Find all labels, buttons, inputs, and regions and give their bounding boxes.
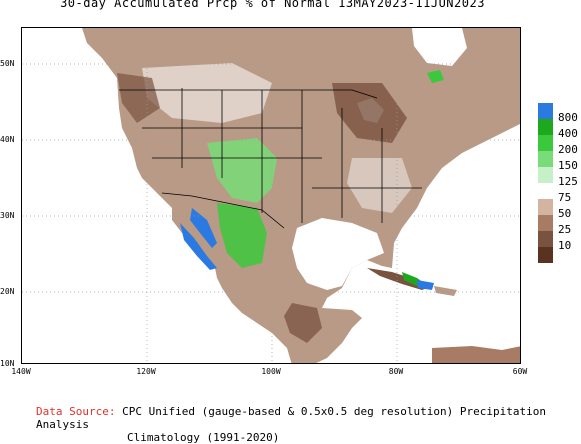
legend-swatch [538,199,553,215]
legend-swatch [538,103,553,119]
wet-region-mexico [217,203,267,268]
dry-region-central-america [284,303,322,343]
data-source-note: Data Source: CPC Unified (gauge-based & … [36,405,581,444]
lon-label-60w: 60W [512,367,528,376]
legend-label: 10 [558,239,572,252]
legend-swatch [538,135,553,151]
gulf-of-mexico [292,218,384,290]
hudson-bay [412,28,467,66]
source-line: Data Source: CPC Unified (gauge-based & … [36,405,581,431]
legend-swatch [538,167,553,183]
lat-label-40n: 40N [0,135,15,144]
map-canvas [22,28,520,363]
legend-swatch [538,183,553,199]
legend-label: 25 [558,223,572,236]
legend-swatch [538,151,553,167]
moist-region-plains [142,63,272,123]
lat-label-30n: 30N [0,211,15,220]
climatology-line: Climatology (1991-2020) [127,431,280,444]
legend-label: 400 [558,127,578,140]
legend-label: 200 [558,143,578,156]
legend-swatch [538,231,553,247]
boundaries [119,88,422,229]
source-label: Data Source: [36,405,116,418]
south-america-coast [432,346,520,363]
precipitation-map [21,27,521,364]
legend-label: 125 [558,175,578,188]
wet-region-canada [427,70,444,83]
map-title: 30-day Accumulated Prcp % of Normal 13MA… [60,0,485,10]
lat-label-20n: 20N [0,287,15,296]
legend-label: 50 [558,207,572,220]
dry-region-upper-midwest [332,83,407,143]
legend-swatch [538,247,553,263]
lon-label-100w: 100W [261,367,281,376]
lon-label-80w: 80W [388,367,404,376]
lat-label-10n: 10N [0,359,15,368]
dry-region-northwest [117,73,160,123]
hispaniola [434,286,457,296]
legend-label: 75 [558,191,572,204]
legend-swatch [538,215,553,231]
wet-region-gulf-of-california [190,208,217,248]
land-baja [172,208,232,278]
lon-label-120w: 120W [136,367,156,376]
lon-label-140w: 140W [11,367,31,376]
moist-region-southeast [347,158,412,213]
source-text: CPC Unified (gauge-based & 0.5x0.5 deg r… [36,405,546,431]
wet-region-southwest [207,138,277,203]
wet-region-baja [180,223,217,270]
legend-label: 800 [558,111,578,124]
legend-swatch [538,119,553,135]
wet-region-hispaniola [417,280,434,290]
graticule [22,28,520,363]
legend-label: 150 [558,159,578,172]
lat-label-50n: 50N [0,59,15,68]
